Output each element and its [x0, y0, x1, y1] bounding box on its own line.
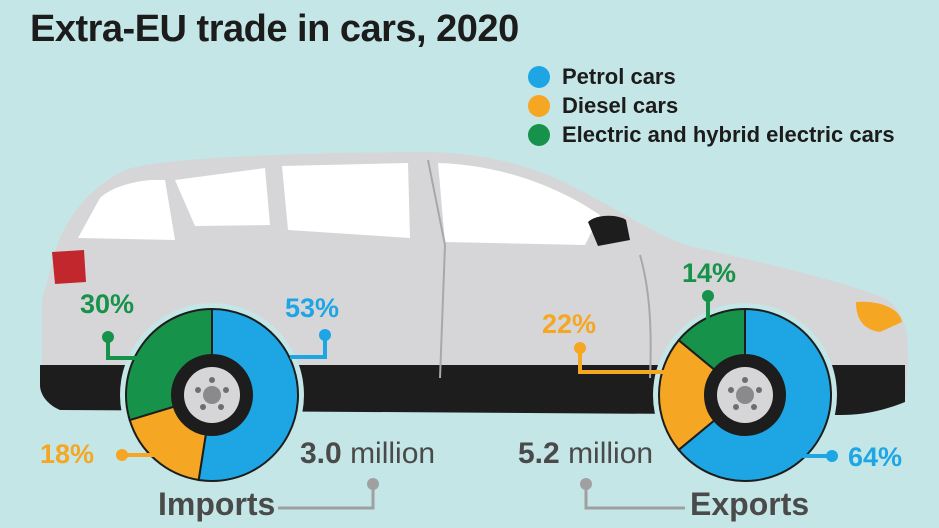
leader-dot-exports-petrol [826, 450, 838, 462]
legend-item-petrol: Petrol cars [528, 62, 895, 91]
exports-heading: Exports [690, 486, 810, 522]
leader-imports-electric [106, 340, 140, 360]
leader-exports-diesel [578, 350, 668, 374]
legend-dot-electric [528, 123, 550, 146]
exports-diesel-label: 22% [542, 309, 597, 339]
imports-petrol-label: 53% [285, 293, 340, 323]
imports-electric-label: 30% [80, 289, 135, 319]
leader-imports-petrol [290, 338, 327, 359]
leader-dot-exports-diesel [574, 342, 586, 354]
leader-dot-imports-diesel [116, 449, 128, 461]
leader-dot-imports-electric [102, 331, 114, 343]
exports-petrol-label: 64% [848, 442, 903, 472]
legend-item-diesel: Diesel cars [528, 91, 895, 120]
leader-dot-exports-electric [702, 290, 714, 302]
legend-label-electric: Electric and hybrid electric cars [562, 121, 895, 147]
legend: Petrol cars Diesel cars Electric and hyb… [528, 62, 895, 149]
legend-dot-diesel [528, 94, 550, 117]
leader-dot-exports-total [580, 478, 592, 490]
imports-total-unit: million [350, 437, 436, 470]
exports-total: 5.2 million [518, 437, 653, 471]
wheel-hub-exports [705, 355, 785, 435]
imports-diesel-label: 18% [40, 439, 95, 469]
leader-dot-imports-petrol [319, 329, 331, 341]
exports-total-value: 5.2 [518, 437, 560, 470]
imports-donut-chart [125, 307, 299, 482]
imports-total-value: 3.0 [300, 437, 342, 470]
wheel-hub-imports [172, 355, 252, 435]
exports-total-unit: million [568, 437, 654, 470]
legend-item-electric: Electric and hybrid electric cars [528, 120, 895, 149]
legend-dot-petrol [528, 65, 550, 88]
chart-title: Extra-EU trade in cars, 2020 [30, 8, 519, 50]
legend-label-diesel: Diesel cars [562, 92, 679, 118]
leader-dot-imports-total [367, 478, 379, 490]
exports-electric-label: 14% [682, 258, 737, 288]
leader-exports-total [584, 485, 685, 510]
legend-label-petrol: Petrol cars [562, 63, 676, 89]
imports-total: 3.0 million [300, 437, 435, 471]
imports-heading: Imports [158, 486, 276, 522]
leader-lines [102, 290, 838, 510]
leader-imports-total [278, 485, 375, 510]
